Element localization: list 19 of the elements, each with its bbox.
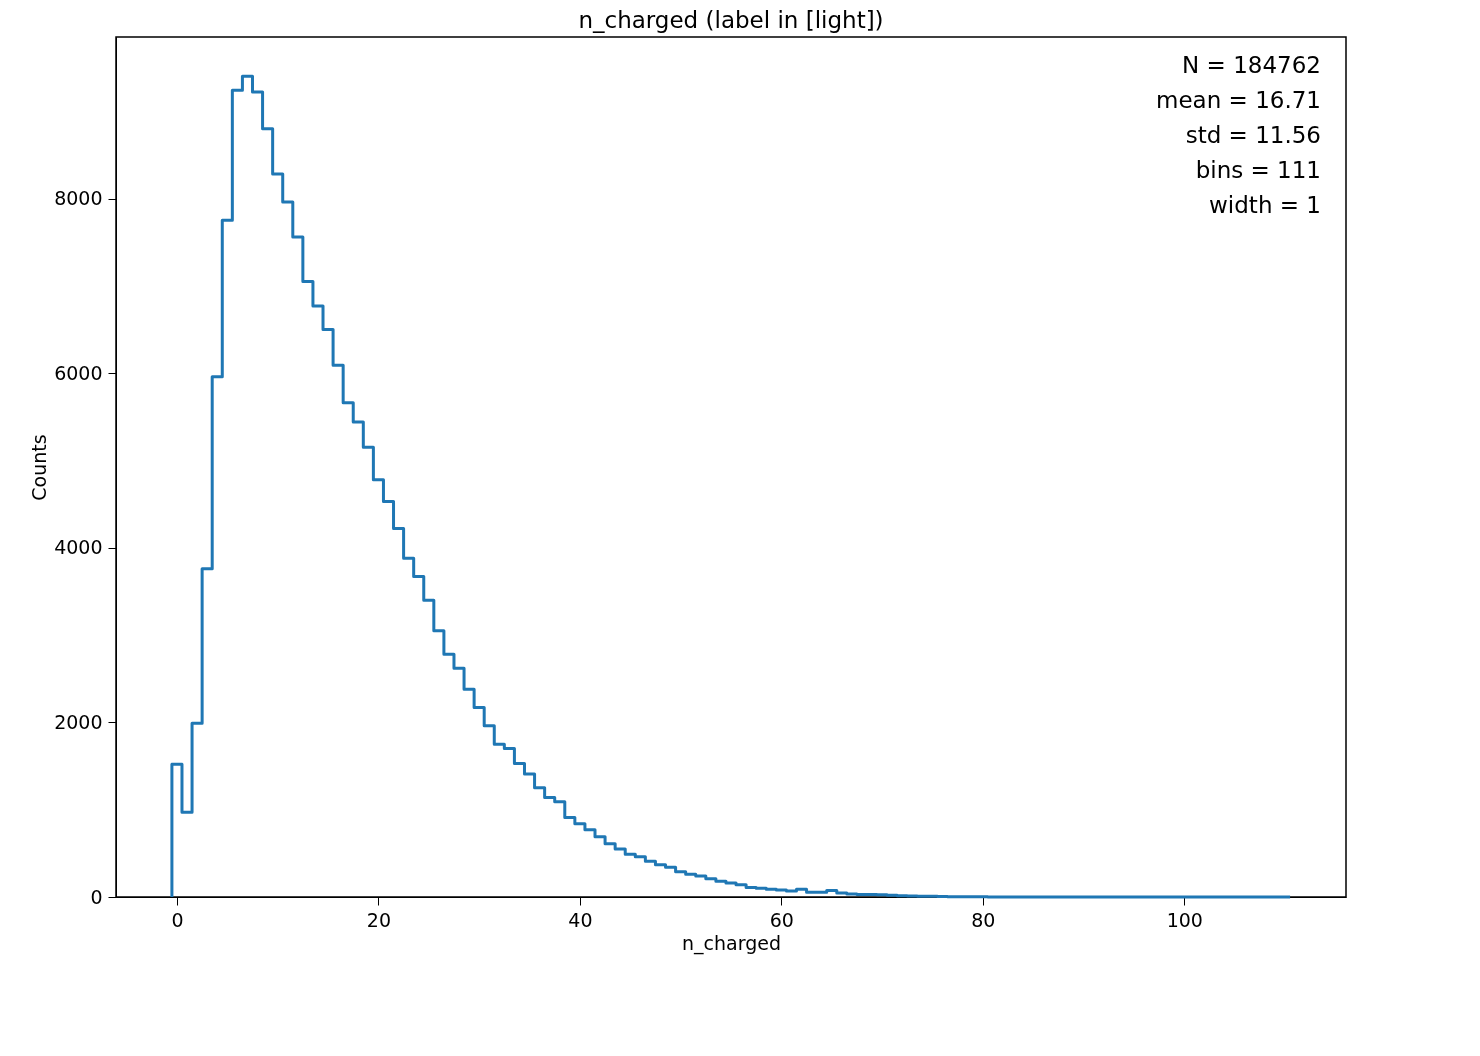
y-axis-title: Counts [28, 434, 51, 501]
y-tick-label: 0 [90, 885, 103, 908]
annotation: width = 1 [1209, 192, 1321, 218]
y-tick-label: 2000 [54, 710, 103, 733]
y-tick-label: 8000 [54, 187, 103, 210]
x-tick-label: 60 [769, 908, 794, 931]
x-axis-title: n_charged [682, 931, 781, 955]
chart-title: n_charged (label in [light]) [578, 7, 884, 33]
annotation: mean = 16.71 [1156, 87, 1321, 113]
x-tick-label: 100 [1166, 908, 1203, 931]
y-tick-label: 4000 [54, 536, 103, 559]
annotation: bins = 111 [1195, 157, 1321, 183]
x-tick-label: 80 [971, 908, 996, 931]
x-tick-label: 20 [366, 908, 392, 931]
x-tick-label: 40 [568, 908, 593, 931]
x-tick-label: 0 [171, 908, 184, 931]
y-tick-label: 6000 [54, 361, 103, 384]
annotation: N = 184762 [1182, 52, 1321, 78]
annotation: std = 11.56 [1185, 122, 1321, 148]
